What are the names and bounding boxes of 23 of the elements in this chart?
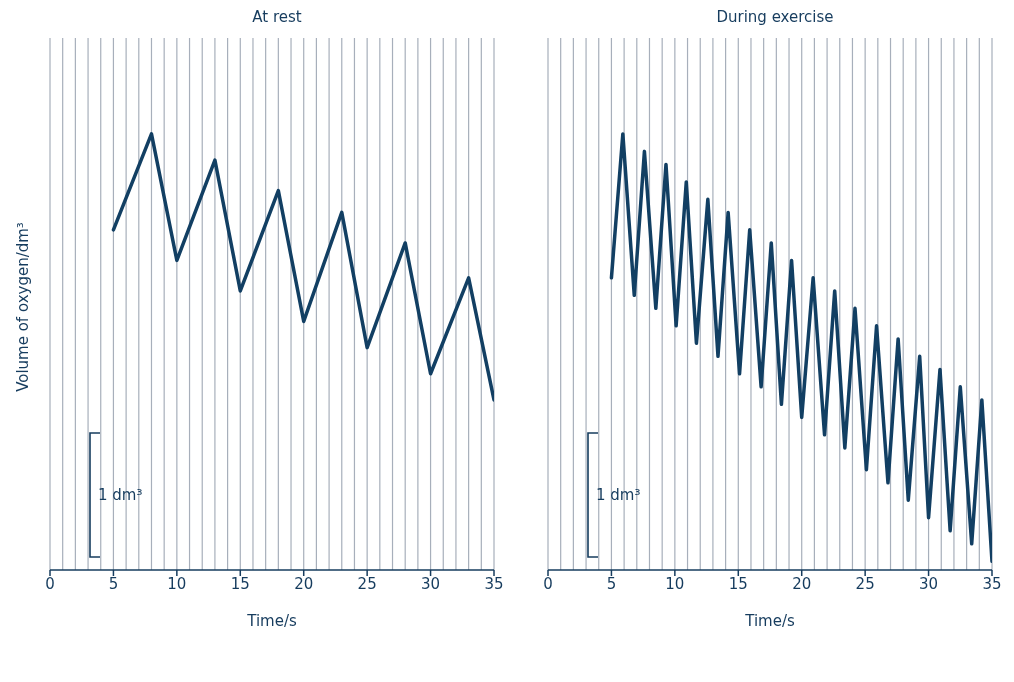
- x-tick-label: 25: [855, 574, 875, 593]
- x-tick-label: 20: [294, 574, 314, 593]
- x-tick-label: 0: [543, 574, 553, 593]
- x-tick-label: 20: [792, 574, 812, 593]
- x-tick-label: 35: [484, 574, 504, 593]
- x-tick-label: 35: [982, 574, 1002, 593]
- x-tick-label: 0: [45, 574, 55, 593]
- x-tick-label: 10: [665, 574, 685, 593]
- x-tick-label: 10: [167, 574, 187, 593]
- annotation: 1 dm³: [596, 486, 641, 504]
- chart-title: During exercise: [715, 8, 835, 28]
- x-tick-label: 5: [108, 574, 119, 593]
- x-tick-label: 5: [606, 574, 617, 593]
- x-axis-title: Time/s: [246, 612, 297, 630]
- chart-title: At rest: [251, 8, 303, 28]
- y-axis-title: Volume of oxygen/dm³: [14, 221, 32, 392]
- x-axis-title: Time/s: [744, 612, 795, 630]
- x-tick-label: 25: [357, 574, 377, 593]
- x-tick-label: 15: [728, 574, 748, 593]
- x-tick-label: 30: [919, 574, 939, 593]
- annotation: 1 dm³: [98, 486, 143, 504]
- x-tick-label: 15: [230, 574, 250, 593]
- x-tick-label: 30: [421, 574, 441, 593]
